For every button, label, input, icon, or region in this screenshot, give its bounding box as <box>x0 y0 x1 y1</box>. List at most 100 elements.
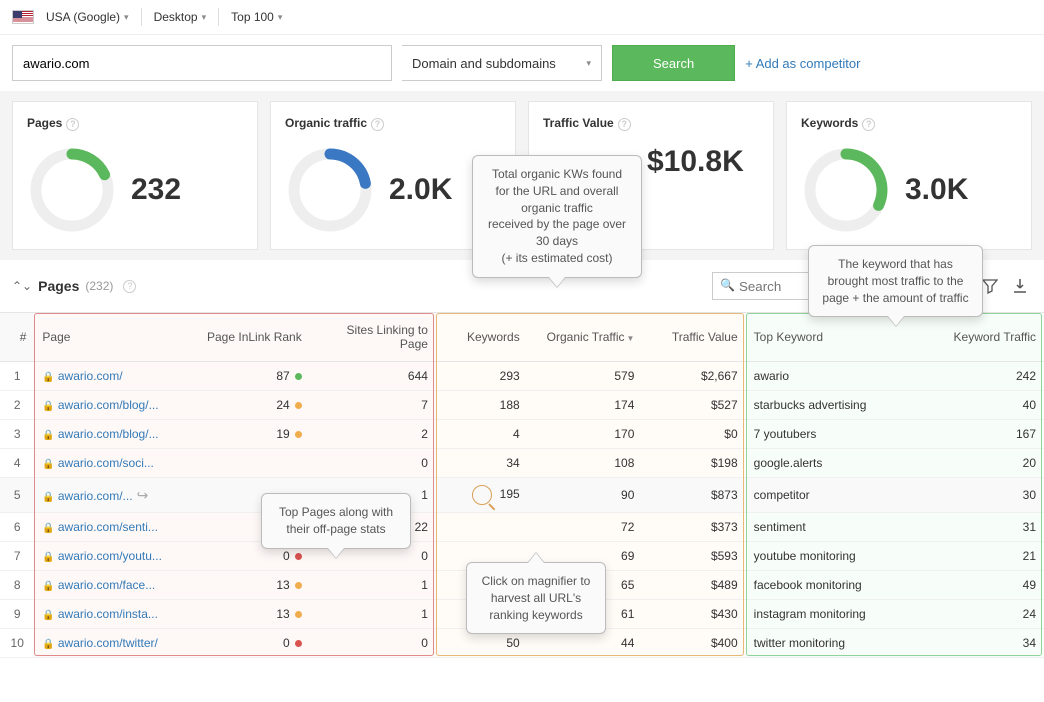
cell-inlink: 19 <box>195 420 310 449</box>
cell-inlink: 0 <box>195 629 310 658</box>
cell-url[interactable]: 🔒awario.com/soci... <box>34 449 195 478</box>
cell-tvalue: $198 <box>642 449 745 478</box>
lock-icon: 🔒 <box>42 401 54 412</box>
cell-url[interactable]: 🔒awario.com/face... <box>34 571 195 600</box>
table-row[interactable]: 6 🔒awario.com/senti... 22 72 $373 sentim… <box>0 513 1044 542</box>
table-row[interactable]: 3 🔒awario.com/blog/... 19 2 4 170 $0 7 y… <box>0 420 1044 449</box>
help-icon[interactable]: ? <box>862 118 875 131</box>
row-number: 1 <box>0 362 34 391</box>
lock-icon: 🔒 <box>42 552 54 563</box>
metric-card[interactable]: Pages? 232 <box>12 101 258 250</box>
col-kwtraffic[interactable]: Keyword Traffic <box>929 313 1044 362</box>
cell-url[interactable]: 🔒awario.com/twitter/ <box>34 629 195 658</box>
table-row[interactable]: 1 🔒awario.com/ 87 644 293 579 $2,667 awa… <box>0 362 1044 391</box>
cell-sites: 7 <box>310 391 436 420</box>
callout-top-pages: Top Pages along with their off-page stat… <box>261 493 411 549</box>
cell-topkw: facebook monitoring <box>746 571 930 600</box>
row-number: 8 <box>0 571 34 600</box>
section-count: (232) <box>85 279 113 293</box>
card-title: Traffic Value? <box>543 116 759 131</box>
col-tvalue[interactable]: Traffic Value <box>642 313 745 362</box>
cell-url[interactable]: 🔒awario.com/blog/... <box>34 420 195 449</box>
row-number: 3 <box>0 420 34 449</box>
row-number: 6 <box>0 513 34 542</box>
limit-label: Top 100 <box>231 10 274 24</box>
rank-dot-icon <box>295 431 302 438</box>
cell-tvalue: $593 <box>642 542 745 571</box>
top-filter-bar: USA (Google) ▾ Desktop ▾ Top 100 ▾ <box>0 0 1044 35</box>
domain-scope-dropdown[interactable]: Domain and subdomains ▾ <box>402 45 602 81</box>
cell-tvalue: $0 <box>642 420 745 449</box>
rank-dot-icon <box>295 553 302 560</box>
col-num[interactable]: # <box>0 313 34 362</box>
cell-tvalue: $400 <box>642 629 745 658</box>
help-icon[interactable]: ? <box>66 118 79 131</box>
cell-url[interactable]: 🔒awario.com/insta... <box>34 600 195 629</box>
cell-url[interactable]: 🔒awario.com/blog/... <box>34 391 195 420</box>
cell-organic: 72 <box>528 513 643 542</box>
help-icon[interactable]: ? <box>371 118 384 131</box>
scope-label: Domain and subdomains <box>412 56 556 71</box>
cell-topkw: sentiment <box>746 513 930 542</box>
cell-keywords: 34 <box>436 449 528 478</box>
row-number: 5 <box>0 478 34 513</box>
domain-input[interactable] <box>12 45 392 81</box>
col-sites[interactable]: Sites Linking to Page <box>310 313 436 362</box>
cell-keywords <box>436 513 528 542</box>
row-number: 10 <box>0 629 34 658</box>
table-row[interactable]: 2 🔒awario.com/blog/... 24 7 188 174 $527… <box>0 391 1044 420</box>
card-value: 232 <box>131 173 181 207</box>
region-dropdown[interactable]: USA (Google) ▾ <box>42 8 133 26</box>
cell-sites: 2 <box>310 420 436 449</box>
cell-sites: 1 <box>310 600 436 629</box>
cell-kwtraffic: 31 <box>929 513 1044 542</box>
col-organic[interactable]: Organic Traffic▼ <box>528 313 643 362</box>
lock-icon: 🔒 <box>42 430 54 441</box>
collapse-icon[interactable]: ⌃⌄ <box>12 279 32 293</box>
cell-tvalue: $2,667 <box>642 362 745 391</box>
cell-organic: 170 <box>528 420 643 449</box>
cell-tvalue: $873 <box>642 478 745 513</box>
download-icon[interactable] <box>1008 274 1032 298</box>
cell-kwtraffic: 242 <box>929 362 1044 391</box>
cell-inlink: 24 <box>195 391 310 420</box>
limit-dropdown[interactable]: Top 100 ▾ <box>227 8 286 26</box>
magnifier-icon[interactable] <box>472 485 492 505</box>
lock-icon: 🔒 <box>42 639 54 650</box>
table-row[interactable]: 5 🔒awario.com/...↪ 1 195 90 $873 competi… <box>0 478 1044 513</box>
add-competitor-link[interactable]: + Add as competitor <box>745 56 860 71</box>
share-icon[interactable]: ↪ <box>137 487 149 503</box>
metric-card[interactable]: Keywords? 3.0K <box>786 101 1032 250</box>
cell-url[interactable]: 🔒awario.com/senti... <box>34 513 195 542</box>
col-page[interactable]: Page <box>34 313 195 362</box>
cell-organic: 108 <box>528 449 643 478</box>
cell-sites: 0 <box>310 449 436 478</box>
cell-inlink <box>195 449 310 478</box>
card-value: 3.0K <box>905 173 968 207</box>
cell-url[interactable]: 🔒awario.com/youtu... <box>34 542 195 571</box>
col-keywords[interactable]: Keywords <box>436 313 528 362</box>
cell-keywords: 195 <box>436 478 528 513</box>
chevron-down-icon: ▾ <box>202 12 207 23</box>
cell-url[interactable]: 🔒awario.com/ <box>34 362 195 391</box>
region-label: USA (Google) <box>46 10 120 24</box>
card-value: 2.0K <box>389 173 452 207</box>
cell-topkw: youtube monitoring <box>746 542 930 571</box>
device-dropdown[interactable]: Desktop ▾ <box>150 8 211 26</box>
cell-kwtraffic: 24 <box>929 600 1044 629</box>
section-title: Pages <box>38 278 79 294</box>
search-button[interactable]: Search <box>612 45 735 81</box>
rank-dot-icon <box>295 402 302 409</box>
cell-organic: 174 <box>528 391 643 420</box>
rank-dot-icon <box>295 640 302 647</box>
help-icon[interactable]: ? <box>123 280 136 293</box>
sort-desc-icon: ▼ <box>626 334 634 343</box>
domain-search-row: Domain and subdomains ▾ Search + Add as … <box>0 35 1044 91</box>
lock-icon: 🔒 <box>42 492 54 503</box>
lock-icon: 🔒 <box>42 523 54 534</box>
col-inlink[interactable]: Page InLink Rank <box>195 313 310 362</box>
table-row[interactable]: 4 🔒awario.com/soci... 0 34 108 $198 goog… <box>0 449 1044 478</box>
cell-url[interactable]: 🔒awario.com/...↪ <box>34 478 195 513</box>
cell-kwtraffic: 21 <box>929 542 1044 571</box>
help-icon[interactable]: ? <box>618 118 631 131</box>
